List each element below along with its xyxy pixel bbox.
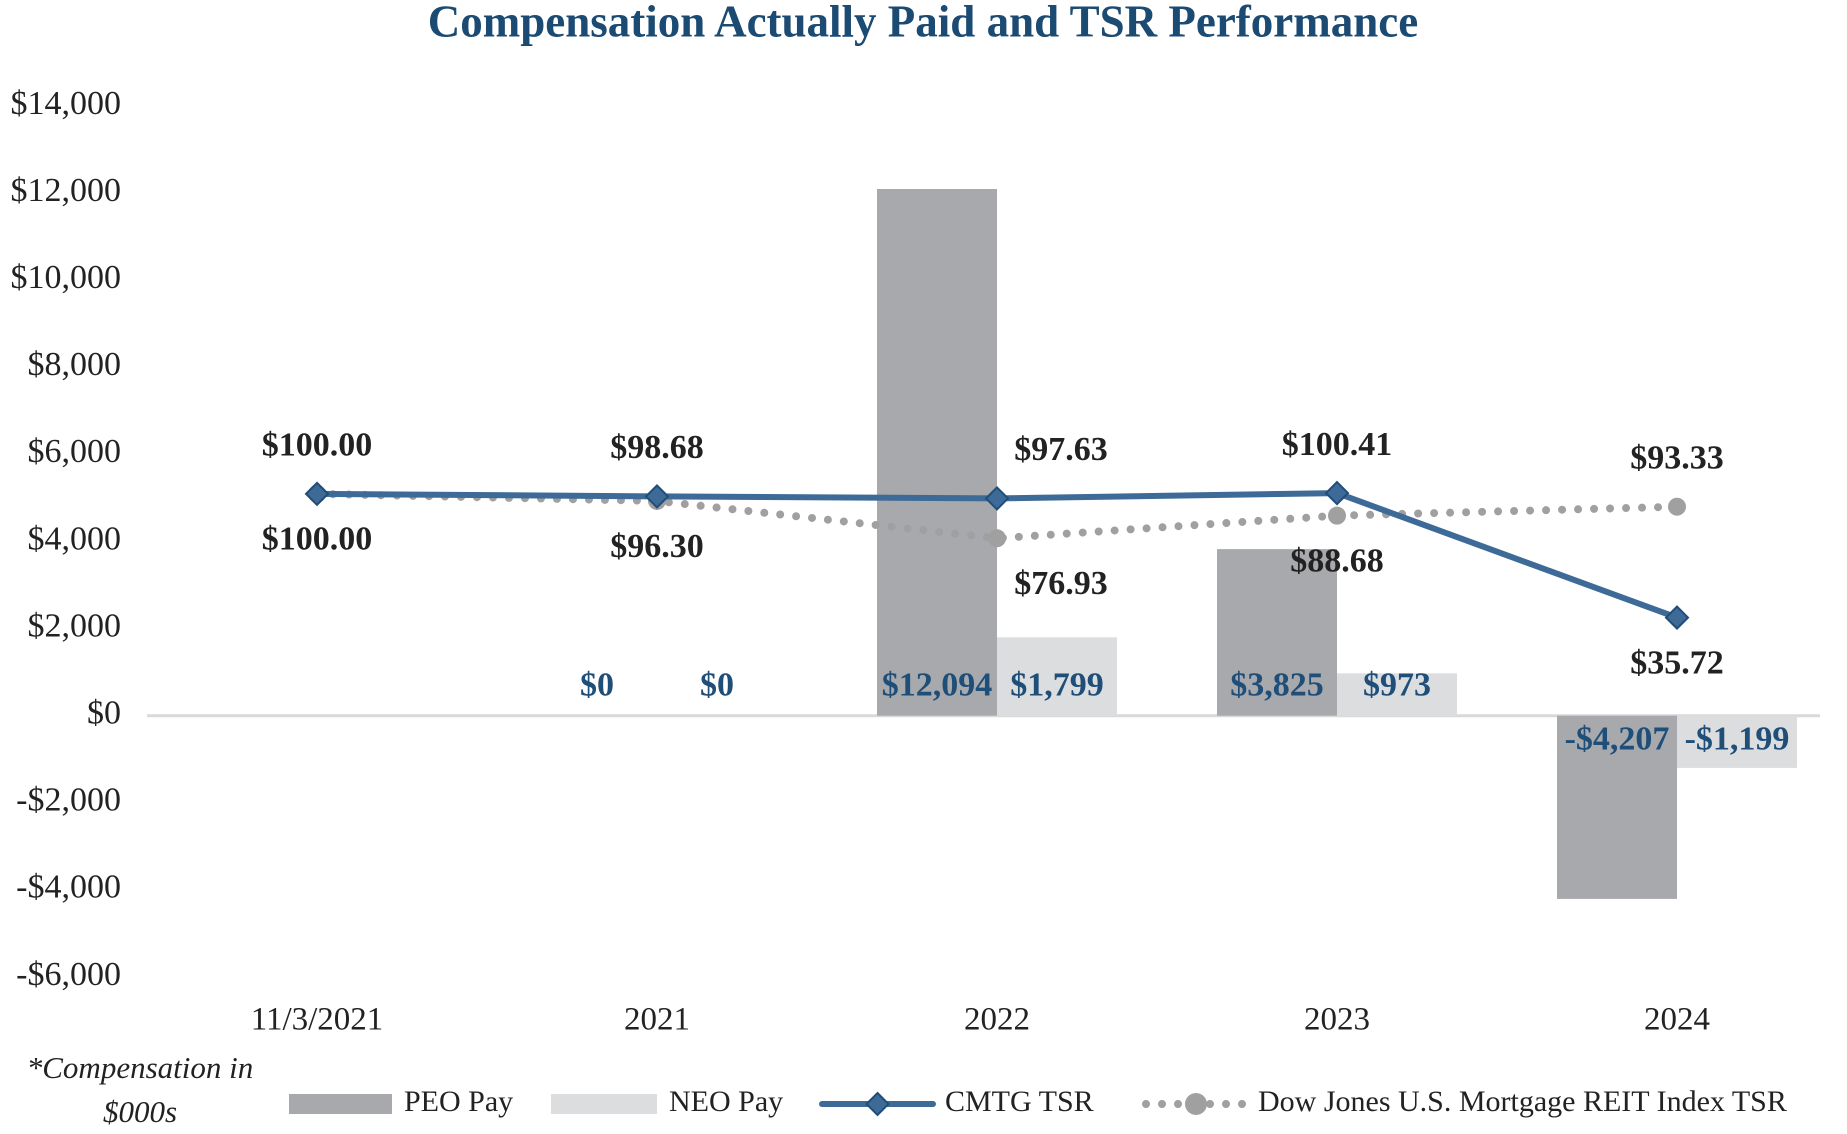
- line-marker: [1328, 506, 1346, 525]
- line-marker: [1668, 497, 1686, 516]
- bar-value-label: $0: [580, 666, 614, 703]
- y-tick-label: $12,000: [11, 172, 122, 209]
- line-value-label: $93.33: [1630, 439, 1724, 476]
- line-value-label: $76.93: [1014, 565, 1108, 602]
- line-value-label: $100.00: [262, 427, 373, 464]
- y-tick-label: $8,000: [28, 346, 122, 383]
- bar-value-label: -$1,199: [1685, 720, 1790, 757]
- bar: [997, 637, 1118, 716]
- bar: [1556, 715, 1677, 899]
- line-marker: [988, 529, 1006, 548]
- y-tick-label: $0: [87, 694, 121, 731]
- bar: [1337, 673, 1458, 716]
- line-value-label: $98.68: [610, 429, 704, 466]
- line-value-label: $96.30: [610, 528, 704, 565]
- line-value-label: $100.41: [1282, 426, 1393, 463]
- legend-label: NEO Pay: [669, 1085, 783, 1118]
- line-marker: [984, 486, 1010, 511]
- y-tick-label: $4,000: [28, 520, 122, 557]
- line-marker: [644, 483, 670, 509]
- bar-value-label: $3,825: [1230, 666, 1324, 703]
- y-tick-label: $6,000: [28, 433, 122, 470]
- line-marker: [304, 481, 330, 507]
- y-tick-label: $2,000: [28, 607, 122, 644]
- x-tick-label: 2022: [964, 1002, 1030, 1038]
- bar-value-label: $973: [1363, 666, 1431, 703]
- y-tick-label: -$2,000: [16, 782, 121, 819]
- x-tick-label: 2021: [624, 1002, 690, 1038]
- y-tick-label: -$4,000: [16, 869, 121, 906]
- line-value-label: $88.68: [1290, 542, 1384, 579]
- y-tick-label: $10,000: [11, 259, 122, 296]
- line-marker: [1664, 605, 1690, 631]
- legend-marker: [865, 1091, 890, 1117]
- bar: [1216, 549, 1337, 716]
- bar-value-label: $0: [700, 666, 734, 703]
- x-tick-label: 2023: [1304, 1002, 1370, 1038]
- legend-swatch: [551, 1094, 657, 1114]
- bar-value-label: $12,094: [882, 666, 993, 703]
- legend-swatch: [289, 1094, 392, 1114]
- footnote: *Compensation in $000s: [26, 1050, 254, 1129]
- x-tick-label: 11/3/2021: [251, 1002, 384, 1038]
- line: [313, 489, 1681, 543]
- bar: [1677, 715, 1798, 768]
- legend-label: Dow Jones U.S. Mortgage REIT Index TSR: [1258, 1085, 1787, 1118]
- chart-title: Compensation Actually Paid and TSR Perfo…: [428, 0, 1418, 46]
- line-value-label: $97.63: [1014, 431, 1108, 468]
- legend-marker: [1185, 1093, 1207, 1115]
- bar-value-label: $1,799: [1010, 666, 1104, 703]
- y-tick-label: $14,000: [11, 85, 122, 122]
- legend-label: PEO Pay: [404, 1085, 513, 1118]
- bar-value-label: -$4,207: [1565, 720, 1670, 757]
- legend-label: CMTG TSR: [945, 1085, 1094, 1118]
- y-tick-label: -$6,000: [16, 956, 121, 993]
- line-value-label: $100.00: [262, 521, 373, 558]
- bar: [876, 189, 997, 716]
- line-marker: [1324, 480, 1350, 506]
- line-value-label: $35.72: [1630, 644, 1724, 681]
- x-tick-label: 2024: [1644, 1002, 1710, 1038]
